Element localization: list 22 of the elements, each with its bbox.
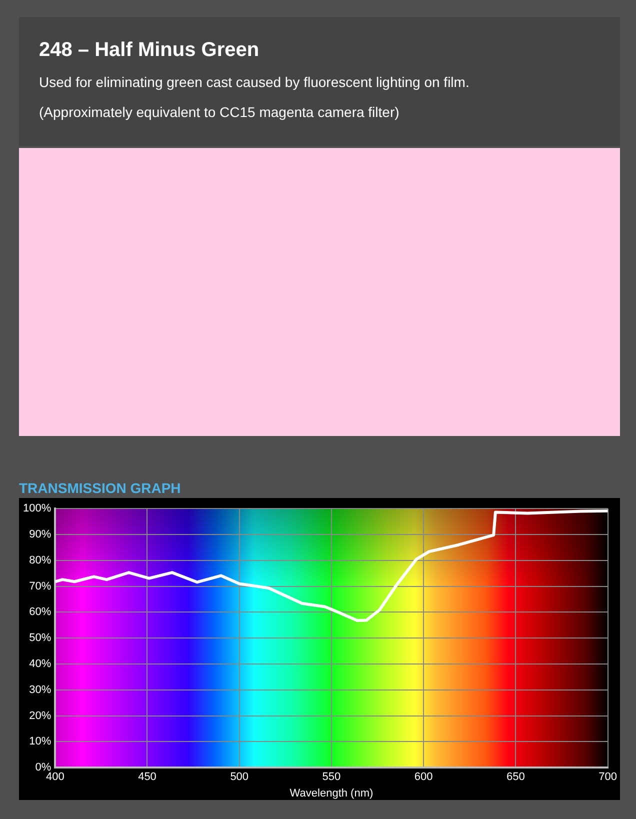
y-tick-label: 30% — [29, 684, 52, 696]
chart-title: 248 – Half Minus Green — [39, 39, 260, 62]
y-tick-label: 10% — [29, 736, 52, 748]
y-tick-label: 70% — [29, 580, 52, 592]
y-tick-label: 80% — [29, 554, 52, 566]
x-tick-label: 700 — [598, 771, 618, 784]
x-axis-title: Wavelength (nm) — [290, 787, 374, 800]
x-tick-label: 450 — [138, 771, 156, 784]
y-tick-label: 20% — [29, 710, 52, 722]
x-tick-label: 650 — [506, 771, 525, 784]
text: TRANSMISSION GRAPH — [19, 480, 181, 496]
x-tick-label: 400 — [46, 771, 64, 784]
y-tick-label: 50% — [29, 632, 52, 644]
text: (Approximately equivalent to CC15 magenta camera filter) — [39, 104, 400, 120]
x-tick-label: 500 — [230, 771, 249, 784]
y-tick-label: 90% — [29, 528, 52, 541]
x-tick-label: 600 — [414, 771, 433, 784]
y-tick-label: 100% — [22, 502, 52, 515]
chart-subtitle: Used for eliminating green cast caused by fluorescent lighting on film. — [39, 74, 470, 90]
x-tick-label: 550 — [322, 771, 341, 784]
y-tick-label: 60% — [29, 606, 52, 618]
y-tick-label: 40% — [29, 658, 52, 670]
